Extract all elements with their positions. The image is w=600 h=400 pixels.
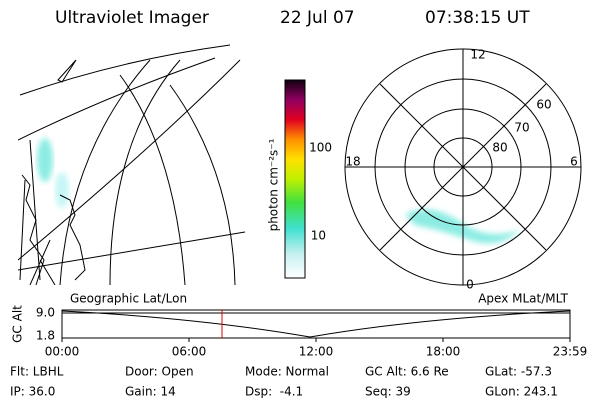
status-field: Flt: LBHL	[10, 365, 64, 379]
lat-label: 80	[492, 141, 507, 155]
polar-plot	[344, 48, 582, 286]
lat-label: 70	[514, 121, 529, 135]
timeline-xtick: 06:00	[172, 345, 207, 359]
date: 22 Jul 07	[280, 8, 355, 28]
timeline-axis-label: GC Alt	[11, 305, 25, 343]
mlt-label: 0	[466, 278, 474, 292]
lat-label: 60	[536, 98, 551, 112]
status-field: Mode: Normal	[245, 365, 329, 379]
colorbar-tick: 10	[311, 229, 326, 243]
colorbar-label: photon cm⁻²s⁻¹	[267, 138, 281, 231]
title: Ultraviolet Imager	[55, 8, 209, 28]
map-panel	[18, 44, 246, 285]
timeline-xtick: 18:00	[426, 345, 461, 359]
status-field: Gain: 14	[125, 385, 176, 399]
timeline-ytick: 1.8	[36, 329, 55, 343]
timeline-left-label: Geographic Lat/Lon	[70, 292, 187, 306]
status-field: GC Alt: 6.6 Re	[365, 365, 449, 379]
mlt-label: 18	[345, 155, 360, 169]
timeline-right-label: Apex MLat/MLT	[478, 292, 568, 306]
time: 07:38:15 UT	[425, 8, 530, 28]
status-field: GLon: 243.1	[485, 385, 558, 399]
mlt-label: 6	[570, 155, 578, 169]
status-field: IP: 36.0	[10, 385, 55, 399]
colorbar-tick: 100	[309, 141, 332, 155]
colorbar	[284, 79, 306, 279]
timeline-ytick: 9.0	[36, 306, 55, 320]
status-field: Dsp: -4.1	[245, 385, 303, 399]
timeline-plot	[61, 309, 571, 339]
status-field: GLat: -57.3	[485, 365, 552, 379]
status-field: Seq: 39	[365, 385, 411, 399]
timeline-xtick: 00:00	[45, 345, 80, 359]
timeline-xtick: 12:00	[299, 345, 334, 359]
timeline-xtick: 23:59	[553, 345, 588, 359]
status-field: Door: Open	[125, 365, 194, 379]
mlt-label: 12	[470, 48, 485, 62]
